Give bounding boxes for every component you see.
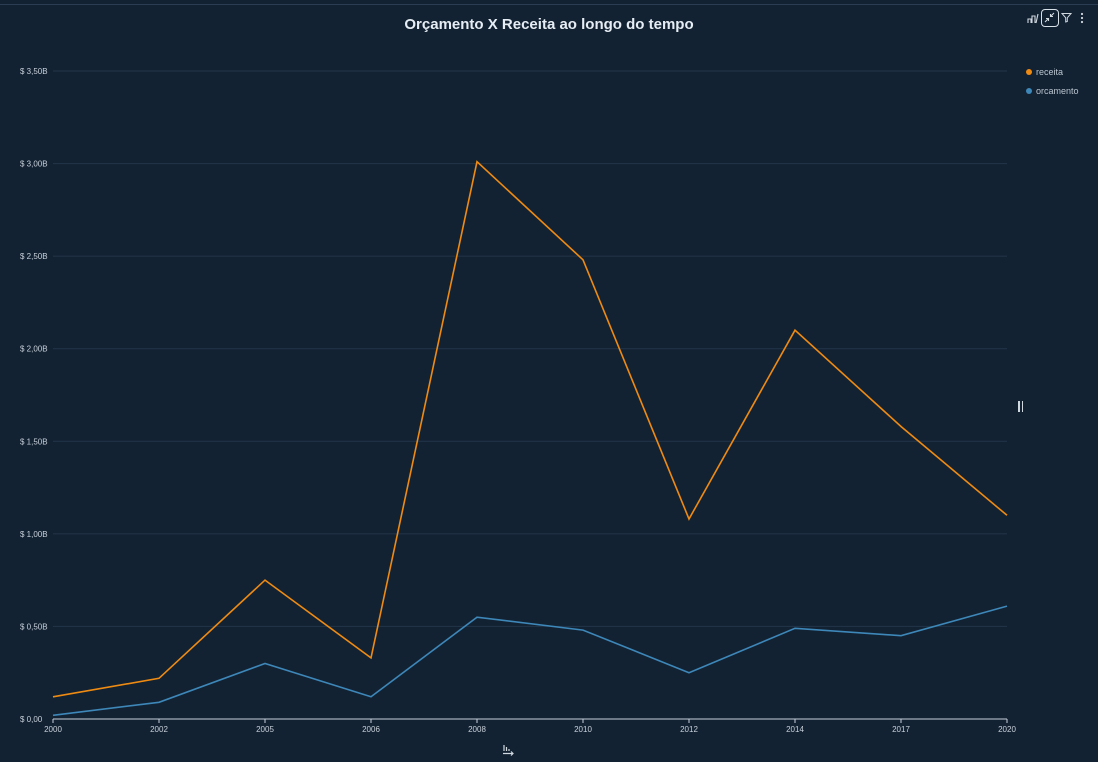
x-tick-label: 2014 [786, 725, 804, 734]
legend: receita orcamento [1026, 62, 1079, 100]
legend-swatch-orcamento [1026, 87, 1032, 94]
axis-sort-icon[interactable] [501, 743, 515, 757]
legend-label-orcamento: orcamento [1036, 85, 1079, 96]
x-tick-label: 2005 [256, 725, 274, 734]
series-line-orcamento [52, 605, 1008, 717]
y-tick-label: $ 0,50B [20, 622, 48, 631]
x-tick-label: 2006 [362, 725, 380, 734]
y-tick-label: $ 3,00B [20, 160, 48, 169]
y-tick-label: $ 2,50B [20, 252, 48, 261]
chart-title: Orçamento X Receita ao longo do tempo [404, 16, 694, 33]
x-tick-label: 2008 [468, 725, 486, 734]
y-tick-label: $ 0,00 [20, 715, 43, 724]
y-tick-label: $ 2,00B [20, 345, 48, 354]
more-options-icon[interactable] [1074, 10, 1090, 26]
chart-settings-icon[interactable] [1025, 10, 1041, 26]
filter-icon[interactable] [1059, 10, 1075, 26]
x-tick-label: 2002 [150, 725, 168, 734]
top-border [0, 4, 1098, 5]
y-tick-label: $ 1,50B [20, 437, 48, 446]
y-tick-label: $ 1,00B [20, 530, 48, 539]
legend-item-receita[interactable]: receita [1026, 62, 1079, 81]
collapse-icon[interactable] [1040, 8, 1059, 27]
x-tick-label: 2020 [998, 725, 1016, 734]
resize-handle[interactable] [1018, 401, 1024, 413]
x-tick-label: 2010 [574, 725, 592, 734]
x-tick-label: 2017 [892, 725, 910, 734]
x-tick-label: 2012 [680, 725, 698, 734]
y-tick-label: $ 3,50B [20, 67, 48, 76]
series-line-receita [52, 160, 1008, 698]
legend-swatch-receita [1026, 68, 1032, 75]
legend-label-receita: receita [1036, 66, 1064, 77]
visual-toolbar [1025, 8, 1090, 27]
x-tick-label: 2000 [44, 725, 62, 734]
legend-item-orcamento[interactable]: orcamento [1026, 81, 1079, 100]
